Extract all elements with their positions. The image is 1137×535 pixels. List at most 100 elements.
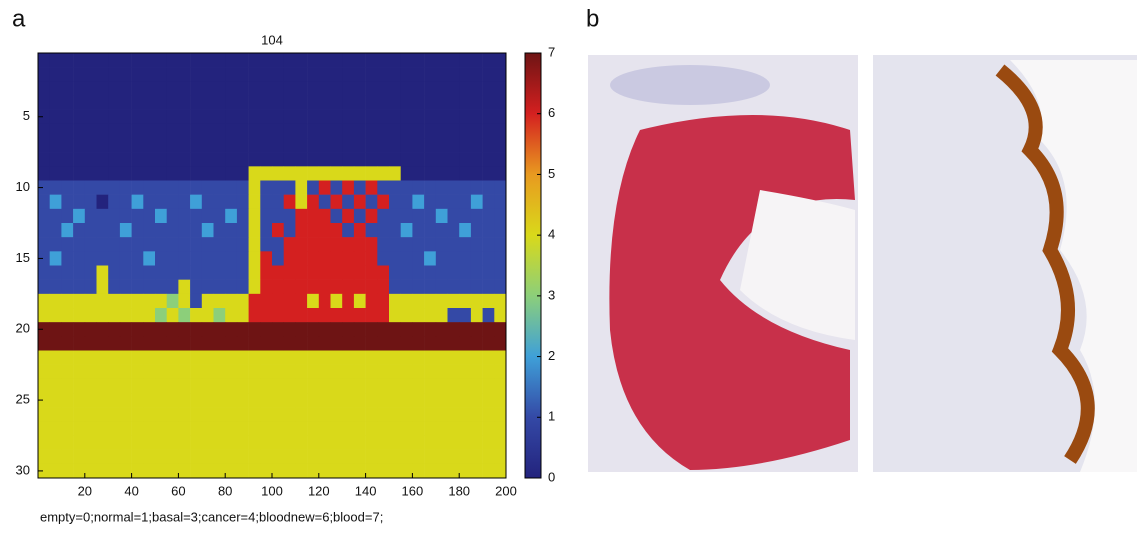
cell — [96, 449, 109, 465]
cell — [400, 393, 413, 408]
cell — [365, 237, 378, 252]
cell — [353, 123, 366, 139]
cell — [482, 463, 495, 479]
cell — [459, 53, 472, 68]
cell — [447, 279, 460, 295]
cell — [318, 322, 331, 337]
cell — [377, 378, 390, 394]
cell — [377, 109, 390, 125]
cell — [482, 308, 495, 323]
cell — [84, 138, 97, 153]
cell — [213, 95, 226, 110]
cell — [283, 53, 296, 68]
cell — [143, 336, 156, 351]
cell — [178, 293, 191, 309]
cell — [155, 449, 167, 465]
cell — [248, 109, 261, 125]
cell — [131, 67, 144, 82]
cell — [470, 194, 483, 210]
cell — [155, 279, 167, 295]
cell — [225, 166, 238, 181]
cell — [38, 322, 50, 337]
cell — [143, 293, 156, 309]
cell — [178, 407, 191, 422]
cell — [84, 123, 97, 139]
cell — [482, 53, 495, 68]
cell — [73, 308, 86, 323]
cell — [342, 194, 355, 210]
cell — [38, 364, 50, 380]
cell — [38, 166, 50, 181]
cell — [318, 194, 331, 210]
cell — [447, 463, 460, 479]
x-tick-label: 100 — [261, 483, 283, 498]
cell — [389, 223, 401, 238]
x-tick-label: 80 — [218, 483, 232, 498]
cell — [307, 152, 320, 167]
cell — [166, 53, 179, 68]
cell — [96, 435, 109, 450]
cell — [389, 81, 401, 96]
cell — [447, 251, 460, 266]
cell — [494, 350, 507, 365]
cell — [412, 180, 425, 195]
cell — [424, 138, 437, 153]
cell — [342, 449, 355, 465]
cell — [61, 265, 74, 280]
cell — [84, 251, 97, 266]
cell — [330, 449, 343, 465]
cell — [377, 265, 390, 280]
cell — [178, 336, 191, 351]
cell — [236, 67, 249, 82]
cell — [435, 166, 448, 181]
cell — [307, 95, 320, 110]
cell — [236, 407, 249, 422]
cell — [84, 223, 97, 238]
cell — [260, 421, 273, 436]
cell — [143, 138, 156, 153]
cell — [108, 180, 121, 195]
cell — [225, 180, 238, 195]
cell — [307, 53, 320, 68]
cell — [260, 308, 273, 323]
cell — [435, 435, 448, 450]
cell — [424, 393, 437, 408]
cell — [166, 322, 179, 337]
cell — [119, 463, 132, 479]
cell — [155, 435, 167, 450]
cell — [283, 421, 296, 436]
cell — [49, 435, 62, 450]
cell — [225, 95, 238, 110]
cell — [400, 152, 413, 167]
cell — [353, 208, 366, 224]
cell — [166, 463, 179, 479]
cell — [342, 138, 355, 153]
cell — [61, 166, 74, 181]
cell — [119, 67, 132, 82]
cell — [248, 265, 261, 280]
cell — [166, 308, 179, 323]
cell — [377, 67, 390, 82]
cell — [49, 421, 62, 436]
cell — [190, 265, 203, 280]
cell — [260, 279, 273, 295]
cell — [178, 53, 191, 68]
cell — [400, 421, 413, 436]
cell — [482, 279, 495, 295]
cell — [307, 81, 320, 96]
cell — [236, 138, 249, 153]
cell — [248, 393, 261, 408]
cell — [201, 265, 214, 280]
cell — [295, 223, 308, 238]
cell — [353, 152, 366, 167]
cell — [400, 308, 413, 323]
cell — [236, 251, 249, 266]
cell — [201, 449, 214, 465]
cell — [377, 194, 390, 210]
cell — [213, 350, 226, 365]
cell — [482, 166, 495, 181]
cell — [295, 350, 308, 365]
cell — [283, 152, 296, 167]
cell — [236, 421, 249, 436]
cell — [119, 421, 132, 436]
